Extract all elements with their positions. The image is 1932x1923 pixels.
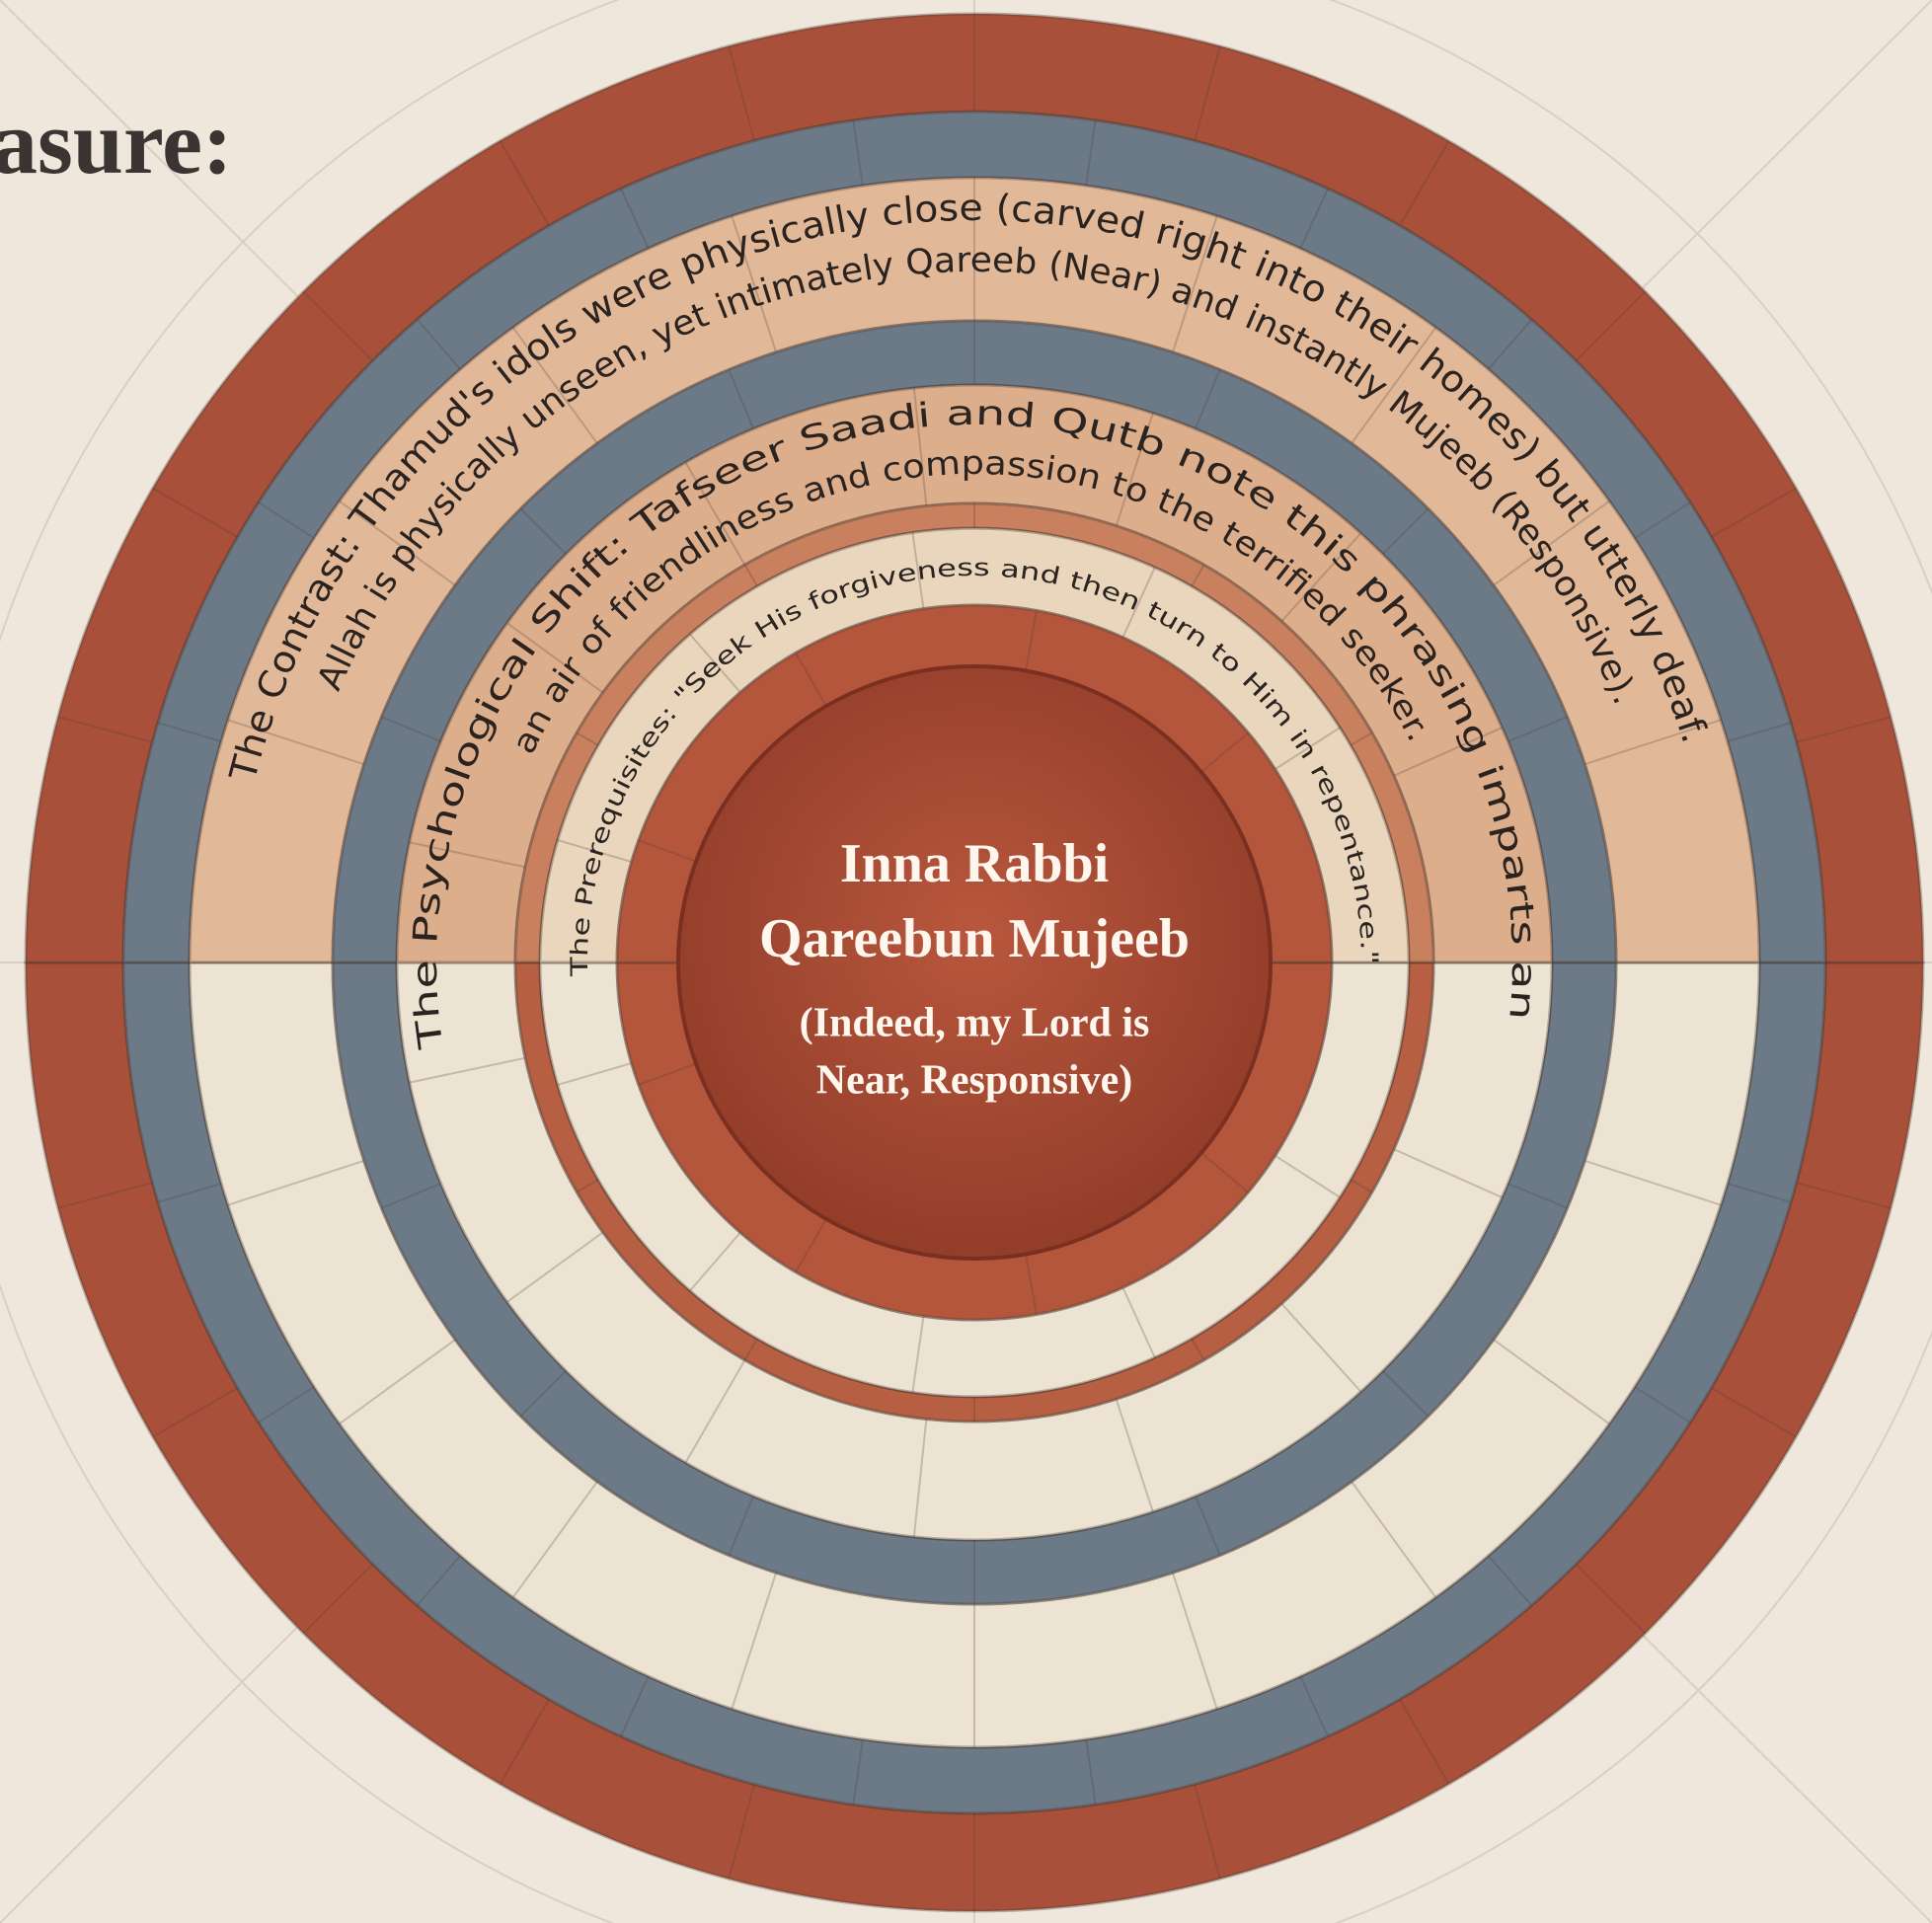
heading-fragment: asure: (0, 92, 233, 192)
center-subtitle: (Indeed, my Lord is (800, 1001, 1150, 1046)
page: {"header": {"title_fragment": "asure:"},… (0, 0, 1932, 1923)
center-title: Qareebun Mujeeb (759, 908, 1190, 969)
diagram: The Contrast: Thamud's idols were physic… (0, 0, 1932, 1923)
center-subtitle: Near, Responsive) (816, 1058, 1132, 1104)
center-title: Inna Rabbi (840, 833, 1109, 894)
